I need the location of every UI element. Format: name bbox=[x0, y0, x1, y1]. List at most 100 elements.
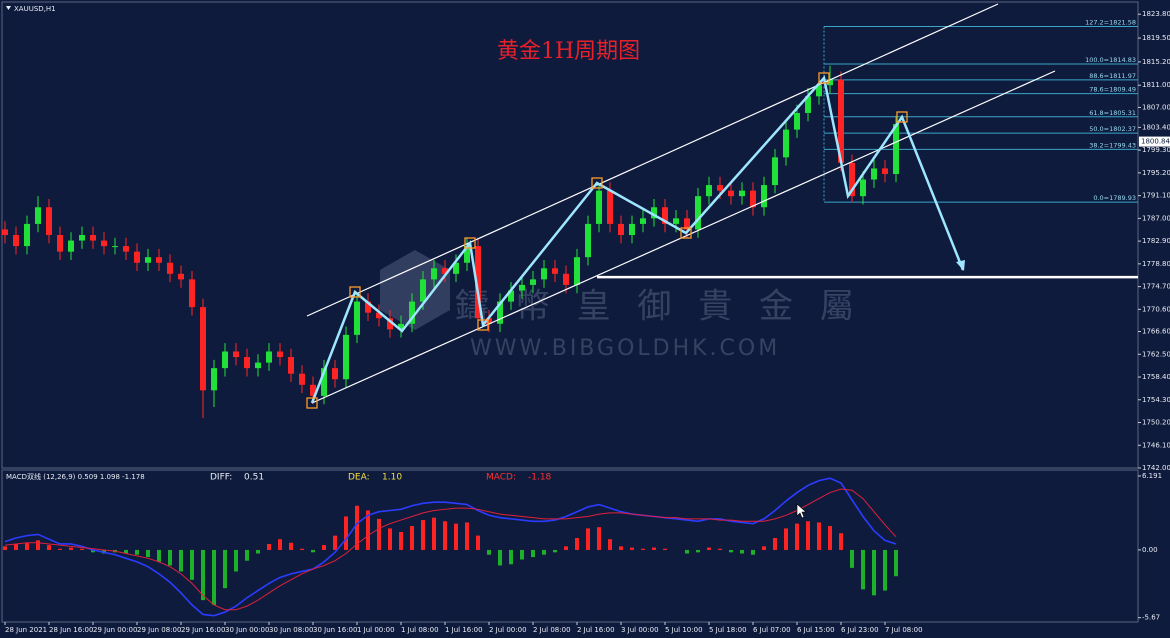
candle-body bbox=[167, 262, 173, 274]
fib-label: 127.2=1821.58 bbox=[1085, 19, 1136, 27]
last-price-box bbox=[1139, 136, 1170, 147]
macd-bar bbox=[322, 545, 326, 550]
candle-body bbox=[563, 273, 569, 285]
x-tick-label: 5 Jul 18:00 bbox=[709, 626, 747, 634]
macd-bar bbox=[817, 522, 821, 550]
y-tick-label: 1778.80 bbox=[1142, 260, 1170, 268]
y-tick-label: 1815.20 bbox=[1142, 58, 1170, 66]
x-tick-label: 6 Jul 23:00 bbox=[841, 626, 879, 634]
x-tick-label: 1 Jul 08:00 bbox=[401, 626, 439, 634]
macd-bar bbox=[652, 547, 656, 550]
y-tick-label: 1823.80 bbox=[1142, 10, 1170, 18]
candle-body bbox=[871, 168, 877, 180]
candle-body bbox=[772, 157, 778, 186]
candle-body bbox=[233, 351, 239, 358]
candle-body bbox=[629, 223, 635, 235]
dea-name: DEA: bbox=[348, 473, 370, 483]
arrow-head bbox=[956, 260, 965, 271]
y-tick-label: 1758.40 bbox=[1142, 373, 1170, 381]
candle-body bbox=[728, 190, 734, 197]
macd-bar bbox=[476, 535, 480, 550]
candle-body bbox=[695, 196, 701, 230]
macd-bar bbox=[388, 528, 392, 550]
macd-bar bbox=[179, 549, 183, 572]
candle-body bbox=[541, 268, 547, 280]
candle-body bbox=[123, 246, 129, 252]
macd-bar bbox=[795, 523, 799, 550]
candle-body bbox=[354, 301, 360, 335]
pivot bbox=[591, 177, 603, 189]
candle-body bbox=[838, 79, 844, 163]
candle-body bbox=[332, 368, 338, 380]
macd-value: -1.18 bbox=[528, 473, 552, 483]
macd-bar bbox=[608, 539, 612, 550]
macd-bar bbox=[245, 549, 249, 561]
y-tick-label: 1811.00 bbox=[1142, 81, 1170, 89]
candle-body bbox=[706, 185, 712, 197]
candle-body bbox=[508, 290, 514, 302]
macd-bar bbox=[740, 549, 744, 554]
candle-body bbox=[442, 268, 448, 274]
candle-body bbox=[398, 323, 404, 330]
candle-body bbox=[849, 162, 855, 197]
macd-bar bbox=[146, 549, 150, 558]
y-tick-label: 1803.40 bbox=[1142, 123, 1170, 131]
symbol-icon bbox=[6, 6, 11, 10]
candle-body bbox=[585, 223, 591, 258]
candle-body bbox=[310, 384, 316, 396]
candle-body bbox=[596, 190, 602, 224]
candle-body bbox=[13, 235, 19, 247]
macd-bar bbox=[696, 549, 700, 553]
macd-bar bbox=[124, 549, 128, 554]
macd-bar bbox=[355, 505, 359, 550]
y-tick-label: 1766.60 bbox=[1142, 328, 1170, 336]
x-tick-label: 5 Jul 10:00 bbox=[665, 626, 703, 634]
fib-label: 100.0=1814.83 bbox=[1085, 56, 1136, 64]
macd-bar bbox=[465, 522, 469, 550]
macd-panel-frame bbox=[1, 469, 1139, 623]
y-tick-label: 1774.70 bbox=[1142, 283, 1170, 291]
candle-body bbox=[266, 351, 272, 363]
channel-lower bbox=[311, 70, 1056, 404]
candle-body bbox=[211, 368, 217, 391]
candle-body bbox=[860, 179, 866, 197]
watermark-url: WWW.BIBGOLDHK.COM bbox=[470, 336, 780, 361]
x-tick-label: 28 Jun 2021 bbox=[5, 626, 47, 634]
x-tick-label: 30 Jun 08:00 bbox=[269, 626, 313, 634]
macd-bar bbox=[201, 549, 205, 601]
candle-body bbox=[24, 223, 30, 247]
candle-body bbox=[420, 279, 426, 302]
macd-bar bbox=[3, 546, 7, 550]
macd-bar bbox=[190, 549, 194, 580]
fib-label: 0.0=1789.93 bbox=[1093, 194, 1136, 202]
macd-bar bbox=[784, 528, 788, 550]
candle-body bbox=[244, 357, 250, 369]
macd-bar bbox=[135, 549, 139, 555]
x-tick-label: 2 Jul 08:00 bbox=[533, 626, 571, 634]
y-tick-label: 1819.50 bbox=[1142, 34, 1170, 42]
macd-bar bbox=[311, 549, 315, 553]
macd-bar bbox=[300, 548, 304, 550]
macd-bar bbox=[707, 547, 711, 550]
macd-bar bbox=[806, 521, 810, 550]
candle-body bbox=[464, 246, 470, 263]
candle-body bbox=[387, 318, 393, 330]
macd-bar bbox=[432, 517, 436, 550]
candle-body bbox=[640, 218, 646, 224]
macd-bar bbox=[641, 548, 645, 550]
macd-bar bbox=[542, 549, 546, 555]
y-tick-label: 1791.10 bbox=[1142, 192, 1170, 200]
candle-body bbox=[431, 268, 437, 280]
macd-bar bbox=[751, 549, 755, 555]
macd-bar bbox=[267, 543, 271, 550]
y-tick-label: 1807.00 bbox=[1142, 103, 1170, 111]
y-tick-label: 1746.10 bbox=[1142, 441, 1170, 449]
macd-bar bbox=[839, 533, 843, 550]
candle-body bbox=[101, 240, 107, 247]
macd-bar bbox=[850, 549, 854, 568]
macd-bar bbox=[366, 510, 370, 550]
candle-body bbox=[134, 251, 140, 263]
x-tick-label: 6 Jul 15:00 bbox=[797, 626, 835, 634]
candle-body bbox=[893, 124, 899, 174]
